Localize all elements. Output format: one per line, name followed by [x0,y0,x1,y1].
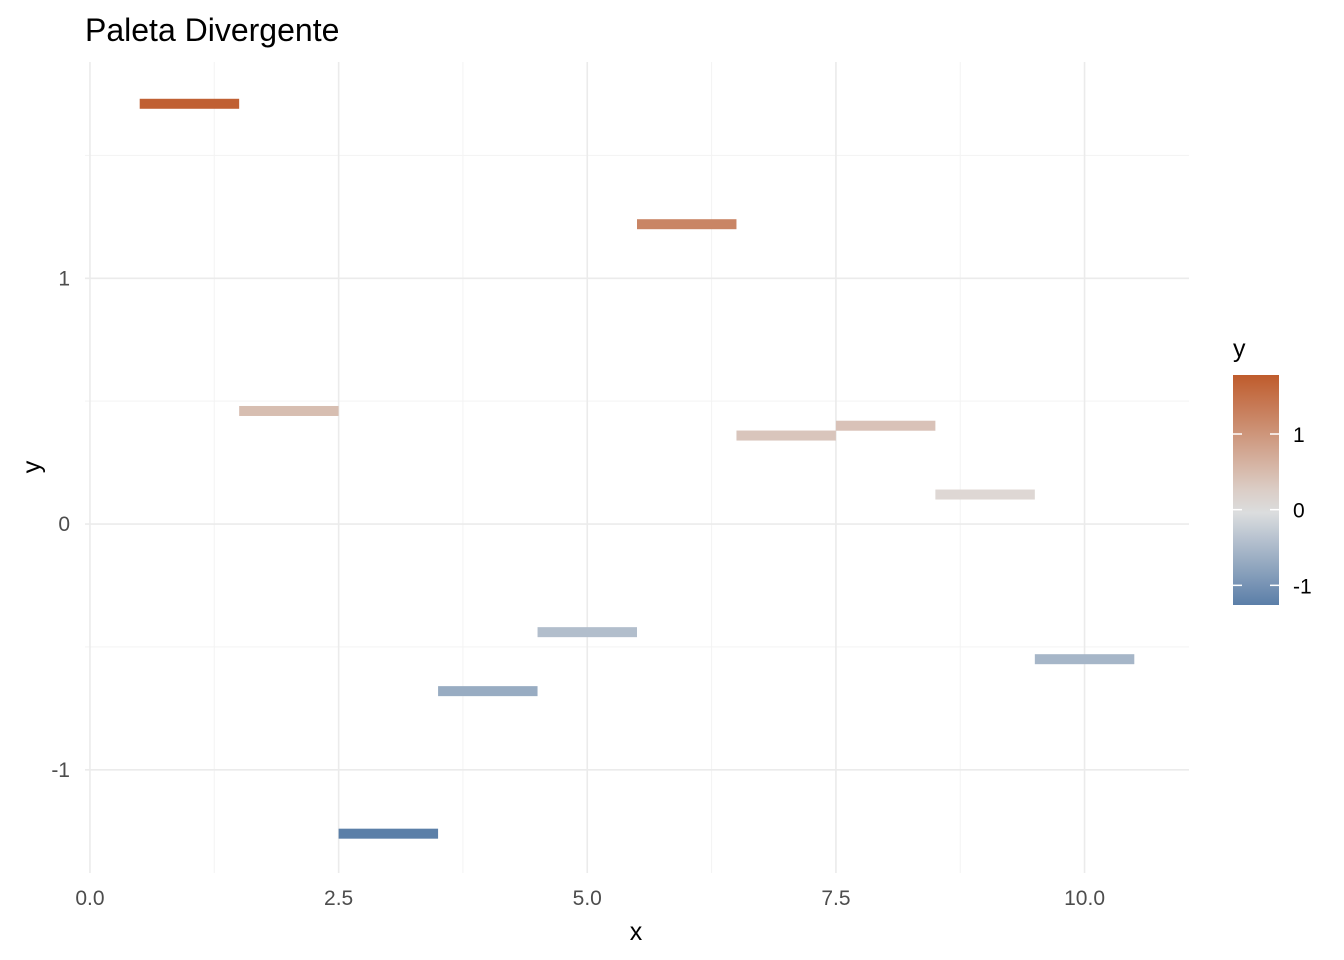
segment-5 [537,627,637,638]
x-tick-label: 7.5 [821,887,850,910]
x-tick-label: 5.0 [573,887,602,910]
legend-colorbar [1233,375,1279,605]
segment-1 [139,98,240,109]
legend-label: -1 [1293,575,1312,598]
y-tick-label: 0 [58,513,70,536]
segment-8 [835,420,936,431]
data-segments [139,98,1135,839]
segment-7 [736,430,836,441]
segment-10 [1034,654,1135,665]
segment-6 [637,219,737,230]
segment-3 [338,828,439,839]
x-tick-label: 10.0 [1064,887,1105,910]
legend-title: y [1233,335,1246,363]
legend-label: 0 [1293,500,1305,523]
color-legend: y 1 0 -1 [1233,335,1312,605]
x-tick-label: 2.5 [324,887,353,910]
chart-title: Paleta Divergente [85,12,339,48]
legend-label: 1 [1293,424,1305,447]
x-tick-label: 0.0 [75,887,104,910]
x-axis-title: x [630,918,643,946]
grid [85,62,1189,873]
segment-4 [438,686,538,697]
y-tick-label: -1 [51,759,70,782]
x-tick-labels: 0.0 2.5 5.0 7.5 10.0 [75,887,1105,910]
y-tick-labels: -1 0 1 [51,267,70,782]
y-tick-label: 1 [58,267,70,290]
segment-9 [935,489,1035,500]
segment-2 [239,405,339,416]
legend-ticks: 1 0 -1 [1233,424,1312,598]
y-axis-title: y [18,460,46,473]
